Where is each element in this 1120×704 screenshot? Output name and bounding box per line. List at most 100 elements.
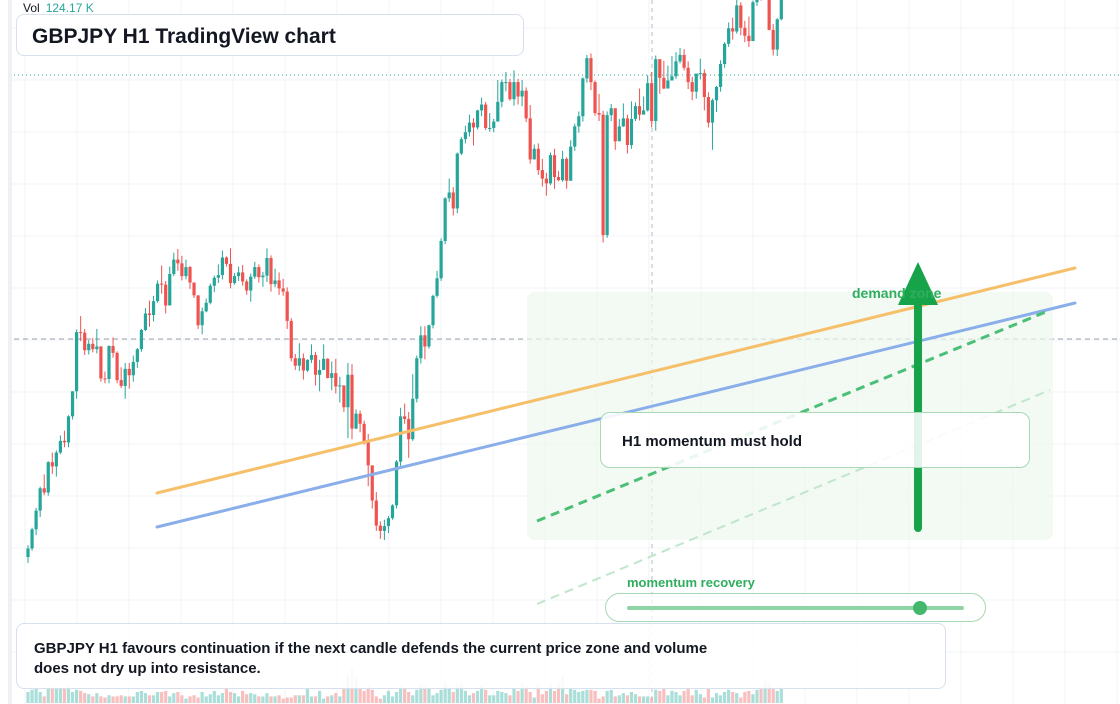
volume-bar — [747, 690, 751, 703]
volume-bar — [520, 683, 524, 703]
volume-bar — [658, 690, 662, 703]
candle-body — [75, 332, 79, 392]
candle-body — [646, 83, 650, 111]
candle-body — [322, 358, 326, 370]
volume-bar — [662, 688, 666, 703]
volume-bar — [488, 695, 492, 703]
volume-bar — [544, 690, 548, 703]
candle-body — [601, 114, 605, 236]
candle-body — [678, 54, 682, 62]
candle-body — [366, 441, 370, 466]
candle-body — [447, 192, 451, 199]
candle-body — [492, 121, 496, 128]
volume-bar — [237, 696, 241, 703]
candle-body — [168, 274, 172, 306]
volume-bar — [115, 696, 119, 703]
volume-bar — [358, 687, 362, 703]
candle-body — [682, 54, 686, 68]
candle-body — [95, 346, 99, 350]
volume-bar — [382, 695, 386, 703]
momentum-callout: H1 momentum must hold — [600, 412, 1030, 468]
volume-bar — [666, 695, 670, 703]
candle-body — [176, 259, 180, 264]
volume-bar — [633, 694, 638, 703]
volume-bar — [168, 696, 172, 703]
candle-body — [573, 126, 577, 147]
volume-bar — [613, 696, 617, 703]
candle-body — [293, 358, 297, 366]
volume-bar — [471, 693, 476, 703]
volume-bar — [718, 695, 723, 703]
volume-bar — [751, 694, 755, 703]
candle-body — [767, 0, 771, 30]
candle-body — [131, 361, 135, 376]
volume-bar — [326, 696, 330, 703]
volume-bar — [330, 695, 334, 703]
candle-body — [565, 158, 569, 181]
candle-body — [633, 106, 638, 119]
candle-body — [46, 462, 50, 493]
volume-bar — [257, 696, 261, 703]
volume-bar — [403, 687, 407, 703]
volume-bar — [261, 696, 265, 703]
candle-body — [516, 82, 520, 97]
candle-body — [613, 108, 617, 142]
momentum-handle[interactable] — [913, 601, 928, 615]
volume-bar — [200, 692, 204, 703]
volume-readout: Vol 124.17 K — [23, 1, 94, 15]
volume-bar — [678, 695, 682, 703]
candle-body — [58, 440, 62, 453]
candle-body — [301, 358, 305, 371]
candle-body — [156, 283, 160, 302]
candle-body — [459, 139, 463, 154]
volume-bar — [621, 693, 625, 703]
candle-body — [431, 295, 435, 326]
volume-bar — [585, 689, 589, 703]
candle-body — [536, 148, 540, 171]
candle-body — [621, 118, 625, 127]
candle-body — [326, 358, 330, 378]
volume-bar — [597, 698, 601, 703]
volume-bar — [771, 688, 775, 703]
candle-body — [127, 368, 131, 376]
volume-bar — [528, 692, 532, 703]
candle-body — [281, 288, 285, 292]
volume-bar — [459, 683, 463, 703]
volume-bar — [301, 695, 305, 703]
candle-body — [184, 267, 188, 277]
candle-body — [561, 158, 565, 181]
volume-bar — [642, 696, 646, 703]
candle-body — [204, 302, 208, 312]
volume-bar — [548, 684, 553, 703]
candle-body — [569, 146, 573, 181]
volume-bar — [463, 690, 467, 703]
candle-body — [484, 104, 488, 128]
candle-body — [686, 67, 690, 83]
volume-bar — [281, 698, 285, 703]
volume-bar — [164, 690, 168, 703]
demand-zone-label: demand zone — [852, 285, 942, 301]
channel-dashed-lower — [536, 389, 1051, 605]
volume-bar — [637, 696, 642, 703]
momentum-recovery-slider[interactable] — [605, 593, 986, 622]
volume-bar — [451, 692, 455, 703]
candle-body — [237, 272, 241, 277]
volume-bar — [763, 681, 767, 703]
volume-bar — [224, 687, 229, 703]
volume-bar — [399, 685, 403, 703]
candle-body — [245, 281, 249, 291]
volume-bar — [569, 688, 573, 703]
volume-bar — [435, 693, 439, 703]
candle-body — [111, 345, 115, 353]
candle-body — [747, 35, 751, 42]
volume-bar — [423, 685, 427, 703]
volume-label: Vol — [23, 1, 40, 15]
candle-body — [350, 374, 354, 429]
volume-bar — [573, 689, 577, 703]
volume-bar — [228, 692, 233, 703]
volume-value: 124.17 K — [45, 1, 94, 15]
candle-body — [480, 104, 484, 111]
candle-body — [399, 416, 403, 462]
volume-bar — [293, 695, 297, 703]
